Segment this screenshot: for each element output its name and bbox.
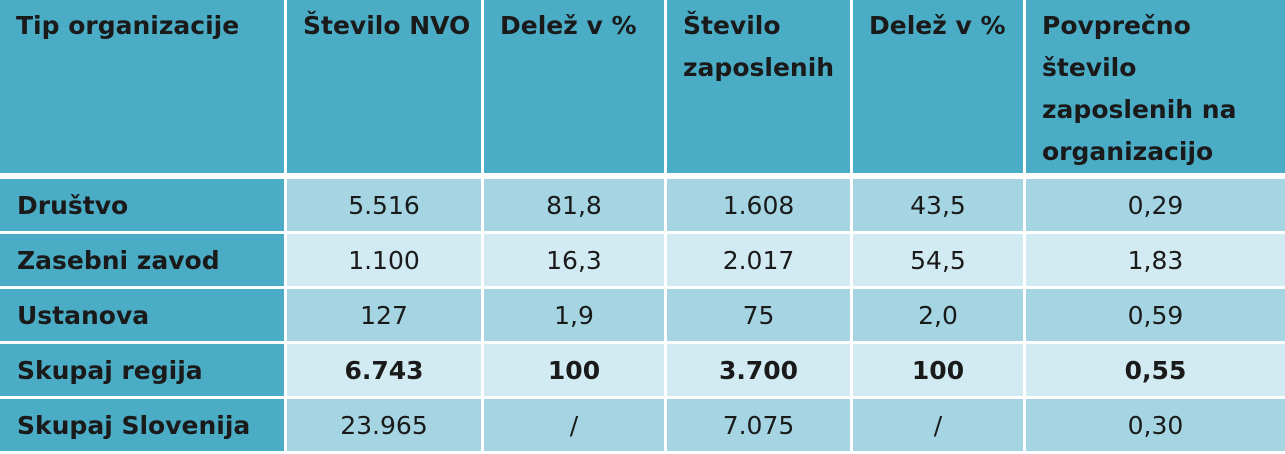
header-label: Tip organizacije <box>16 11 240 40</box>
table-cell: / <box>853 399 1026 454</box>
table-cell: 75 <box>667 289 853 344</box>
table-row: Zasebni zavod 1.100 16,3 2.017 54,5 1,83 <box>0 234 1285 289</box>
header-employee-share: Delež v % <box>853 0 1026 179</box>
table-cell: 0,59 <box>1026 289 1285 344</box>
table-cell: 16,3 <box>484 234 667 289</box>
table-cell: 1,9 <box>484 289 667 344</box>
table-cell: 81,8 <box>484 179 667 234</box>
header-label: Delež v % <box>869 11 1006 40</box>
table-cell: 1,83 <box>1026 234 1285 289</box>
row-label: Skupaj regija <box>0 344 287 399</box>
table-cell: 3.700 <box>667 344 853 399</box>
row-label: Ustanova <box>0 289 287 344</box>
table-cell: 0,29 <box>1026 179 1285 234</box>
header-ngo-count: Število NVO <box>287 0 484 179</box>
table-cell: 6.743 <box>287 344 484 399</box>
table-cell: 1.100 <box>287 234 484 289</box>
table-cell: 1.608 <box>667 179 853 234</box>
row-label: Skupaj Slovenija <box>0 399 287 454</box>
table-cell: 100 <box>484 344 667 399</box>
header-label: Povprečno število zaposlenih na organiza… <box>1042 11 1237 166</box>
row-label: Zasebni zavod <box>0 234 287 289</box>
header-avg-employees: Povprečno število zaposlenih na organiza… <box>1026 0 1285 179</box>
table-cell: 43,5 <box>853 179 1026 234</box>
header-label: Število NVO <box>303 11 471 40</box>
table-cell: / <box>484 399 667 454</box>
table-row-total-slovenia: Skupaj Slovenija 23.965 / 7.075 / 0,30 <box>0 399 1285 454</box>
header-ngo-share: Delež v % <box>484 0 667 179</box>
table-cell: 23.965 <box>287 399 484 454</box>
header-employee-count: Število zaposlenih <box>667 0 853 179</box>
header-label: Delež v % <box>500 11 637 40</box>
table-cell: 54,5 <box>853 234 1026 289</box>
table-cell: 2,0 <box>853 289 1026 344</box>
table-row: Ustanova 127 1,9 75 2,0 0,59 <box>0 289 1285 344</box>
table-row: Društvo 5.516 81,8 1.608 43,5 0,29 <box>0 179 1285 234</box>
row-label: Društvo <box>0 179 287 234</box>
table-cell: 2.017 <box>667 234 853 289</box>
header-label: Število zaposlenih <box>683 11 835 82</box>
header-organization-type: Tip organizacije <box>0 0 287 179</box>
table-cell: 0,30 <box>1026 399 1285 454</box>
table-cell: 100 <box>853 344 1026 399</box>
table-cell: 5.516 <box>287 179 484 234</box>
table-cell: 0,55 <box>1026 344 1285 399</box>
table-row-total-region: Skupaj regija 6.743 100 3.700 100 0,55 <box>0 344 1285 399</box>
table-cell: 7.075 <box>667 399 853 454</box>
header-row: Tip organizacije Število NVO Delež v % Š… <box>0 0 1285 179</box>
table-cell: 127 <box>287 289 484 344</box>
